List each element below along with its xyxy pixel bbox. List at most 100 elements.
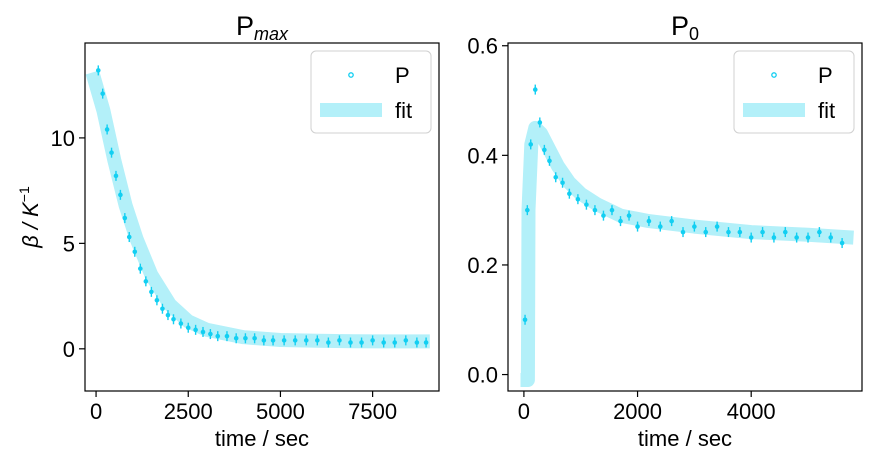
data-point: [171, 316, 176, 322]
data-point: [748, 235, 754, 240]
data-point: [528, 142, 534, 147]
data-point: [143, 279, 149, 284]
data-point: [252, 335, 257, 341]
data-point: [828, 235, 834, 240]
data-point: [575, 196, 581, 202]
data-point: [200, 329, 206, 335]
data-point: [185, 325, 191, 331]
data-point: [584, 202, 589, 207]
data-point: [771, 235, 777, 240]
data-point: [261, 338, 267, 343]
data-point: [403, 338, 409, 343]
data-point: [609, 207, 615, 213]
legend-box: [733, 50, 855, 134]
data-point: [138, 266, 143, 271]
data-point: [601, 213, 606, 218]
data-point: [122, 215, 128, 221]
y-tick-label: 0.2: [467, 253, 498, 278]
x-axis-ticks: 0 2000 4000: [518, 391, 776, 424]
panel-p0: 0 2000 4000 0.0 0.2 0.4 0.6 P0 time / sec P f…: [467, 11, 863, 451]
data-point: [669, 218, 674, 224]
data-point: [348, 340, 353, 345]
y-tick-label: 0.6: [467, 34, 498, 59]
data-points-layer: [95, 65, 429, 348]
panel-pmax: 0 2500 5000 7500 0 5 10 Pmax time / sec β / K…: [16, 11, 440, 451]
data-point: [315, 338, 320, 343]
x-axis-label: time / sec: [638, 426, 732, 451]
data-point: [794, 235, 799, 240]
x-axis-ticks: 0 2500 5000 7500: [90, 391, 397, 424]
data-point: [370, 338, 375, 343]
data-point: [703, 229, 709, 235]
data-point: [817, 229, 822, 235]
y-axis-ticks: 0 5 10: [51, 126, 85, 362]
data-point: [522, 317, 528, 323]
data-point: [160, 306, 165, 312]
legend-label-p: P: [395, 63, 410, 88]
x-axis-label: time / sec: [215, 426, 309, 451]
fit-band: [520, 120, 854, 387]
data-point: [553, 174, 559, 180]
chart-title: Pmax: [236, 11, 289, 44]
data-point: [381, 340, 386, 345]
legend: P fit: [733, 50, 855, 134]
data-point: [560, 180, 565, 186]
data-point: [547, 158, 552, 164]
y-axis-ticks: 0.0 0.2 0.4 0.6: [467, 34, 508, 388]
data-point: [423, 340, 429, 345]
data-point: [760, 229, 765, 235]
legend-marker-p: [771, 72, 777, 78]
data-point: [782, 229, 788, 235]
data-point: [233, 335, 239, 341]
y-axis-label: β / K−1: [16, 186, 43, 249]
data-point: [109, 150, 114, 155]
legend-label-fit: fit: [818, 98, 835, 123]
data-point: [542, 147, 547, 153]
data-point: [149, 289, 154, 295]
y-tick-label: 5: [63, 231, 75, 256]
y-tick-label: 0: [63, 337, 75, 362]
data-point: [193, 327, 198, 333]
y-tick-label: 0.0: [467, 363, 498, 388]
y-tick-label: 0.4: [467, 143, 498, 168]
data-points-layer: [522, 84, 845, 325]
x-tick-label: 2000: [613, 399, 662, 424]
x-tick-label: 2500: [164, 399, 213, 424]
data-point: [104, 127, 110, 132]
legend-label-fit: fit: [395, 98, 412, 123]
data-point: [592, 207, 598, 213]
data-point: [281, 338, 287, 343]
chart-title: P0: [671, 11, 699, 44]
x-tick-label: 7500: [348, 399, 397, 424]
data-point: [567, 191, 572, 197]
data-point: [414, 340, 420, 345]
data-point: [208, 331, 213, 337]
data-point: [132, 249, 138, 255]
x-tick-label: 4000: [727, 399, 776, 424]
legend-label-p: P: [818, 63, 833, 88]
data-point: [646, 218, 652, 224]
data-point: [100, 91, 105, 96]
data-point: [626, 213, 632, 218]
data-point: [657, 224, 663, 229]
data-point: [805, 235, 811, 240]
legend: P fit: [310, 50, 432, 134]
data-point: [532, 87, 538, 92]
data-point: [337, 338, 342, 343]
legend-box: [310, 50, 432, 134]
data-point: [692, 224, 697, 229]
data-point: [726, 229, 731, 235]
legend-marker-p: [348, 72, 354, 78]
data-point: [392, 340, 398, 345]
legend-swatch-fit: [320, 103, 382, 117]
data-point: [154, 298, 160, 303]
data-point: [113, 173, 119, 179]
data-point: [537, 120, 543, 125]
data-point: [292, 338, 298, 343]
data-point: [178, 321, 184, 326]
plot-frame: [84, 42, 440, 392]
data-point: [303, 338, 309, 343]
data-point: [326, 340, 331, 345]
data-point: [839, 240, 845, 246]
